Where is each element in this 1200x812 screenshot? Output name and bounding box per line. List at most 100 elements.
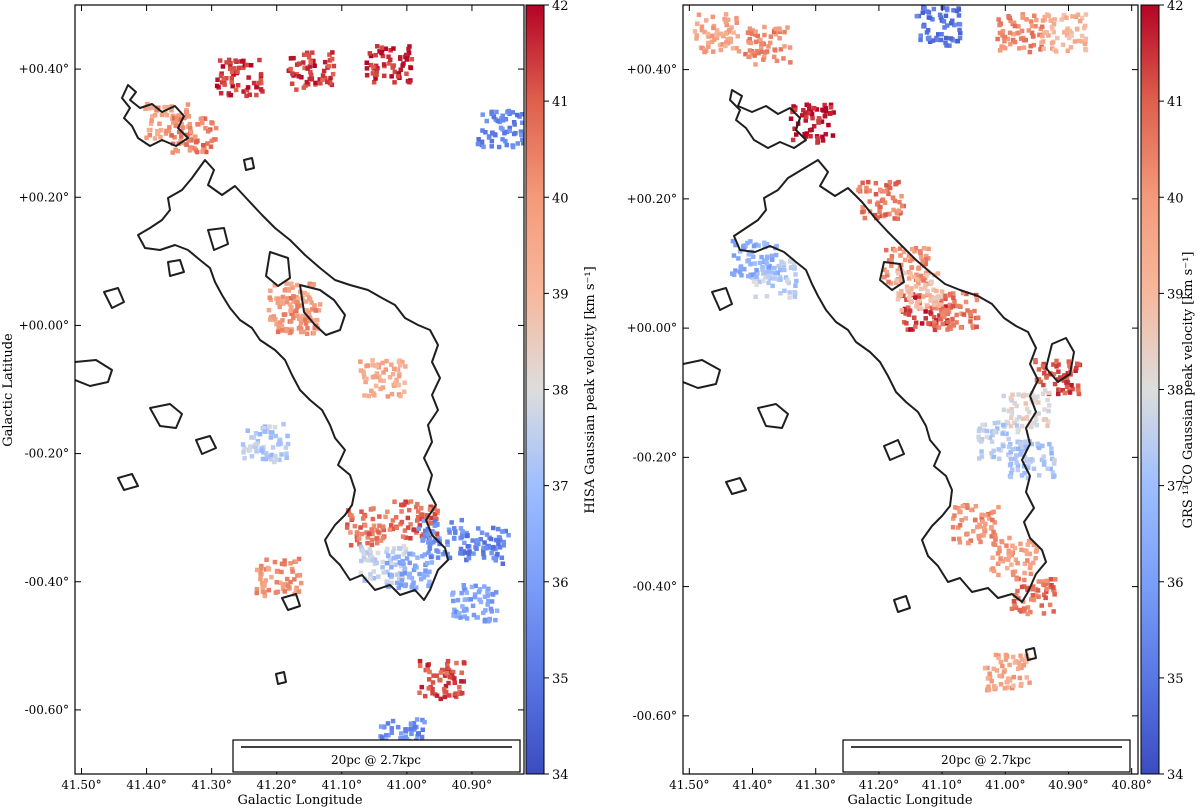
contour-knot-b: [207, 227, 229, 251]
colorbar-tick-label: 34: [552, 768, 569, 783]
contour-west-arm: [75, 359, 113, 387]
colorbar-tick-label: 42: [1167, 0, 1184, 14]
velocity-patch: [982, 652, 1032, 693]
contour-knot-e: [725, 477, 747, 495]
scalebar-box: [842, 739, 1131, 773]
colorbar-gradient: [525, 4, 545, 775]
x-tick-label: 41.20°: [859, 778, 899, 792]
axes: 41.50° 41.40° 41.30° 41.20° 41.10° 41.00° 40.9…: [19, 5, 524, 792]
contour-main: [733, 159, 1047, 603]
velocity-patch: [995, 12, 1045, 55]
contour-knot-i: [281, 593, 301, 611]
y-tick-label: -00.20°: [633, 450, 677, 464]
scalebar-box: [232, 739, 521, 773]
plot-frame: [682, 4, 1139, 775]
velocity-patch: [856, 179, 906, 221]
y-tick-label: +00.20°: [627, 192, 677, 206]
velocity-patch: [240, 421, 291, 465]
contour-west-arm: [683, 359, 721, 389]
colorbar-tick-label: 37: [552, 480, 569, 495]
velocity-patch: [692, 12, 742, 55]
x-tick-label: 41.50°: [669, 778, 709, 792]
contour-knot-h: [275, 671, 287, 685]
scalebar-label: 20pc @ 2.7kpc: [331, 753, 421, 767]
velocity-patch: [450, 583, 500, 624]
velocity-patch: [286, 50, 337, 92]
velocity-patch: [730, 238, 780, 280]
x-tick-label: 41.30°: [191, 778, 231, 792]
velocity-patch: [749, 257, 799, 300]
contour-east-lobe: [299, 284, 346, 336]
patch-layer: [75, 44, 524, 758]
colorbar-tick-label: 36: [1167, 576, 1184, 591]
velocity-patch: [788, 102, 836, 145]
contour-knot-g: [117, 473, 139, 491]
x-axis-label: Galactic Longitude: [237, 793, 362, 808]
velocity-patch: [214, 57, 265, 99]
colorbar-tick-label: 38: [1167, 384, 1184, 399]
y-tick-label: +00.40°: [627, 63, 677, 77]
y-tick-label: +00.40°: [19, 62, 69, 76]
y-tick-label: -00.40°: [633, 580, 677, 594]
x-tick-label: 41.50°: [61, 778, 101, 792]
contour-nw-clump: [121, 84, 189, 147]
velocity-patch: [364, 44, 415, 85]
colorbar-tick-label: 41: [552, 95, 569, 110]
velocity-patch: [416, 517, 467, 561]
contour-lines: [683, 89, 1075, 661]
contour-knot-g: [893, 595, 911, 613]
velocity-patch: [894, 270, 945, 313]
x-tick-label: 41.00°: [387, 778, 427, 792]
contour-knot-c: [757, 403, 789, 429]
x-tick-label: 41.10°: [922, 778, 962, 792]
panel-hisa: 41.50° 41.40° 41.30° 41.20° 41.10° 41.00° 40.9…: [1, 0, 598, 808]
colorbar-tick-label: 36: [552, 576, 569, 591]
x-tick-label: 41.20°: [257, 778, 297, 792]
y-axis-label: Galactic Latitude: [1, 333, 16, 447]
contour-knot-a: [879, 261, 905, 291]
y-tick-label: -00.60°: [25, 703, 69, 717]
colorbar-gradient: [1140, 4, 1160, 775]
velocity-patch: [417, 658, 467, 702]
colorbar-label: GRS ¹³CO Gaussian peak velocity [km s⁻¹]: [1181, 252, 1196, 529]
velocity-patch: [932, 290, 981, 332]
scalebar-label: 20pc @ 2.7kpc: [941, 753, 1031, 767]
velocity-patch: [390, 499, 440, 541]
contour-knot-d: [883, 439, 905, 461]
plot-frame: [74, 4, 525, 775]
colorbar-tick-label: 34: [1167, 768, 1184, 783]
scalebar: 20pc @ 2.7kpc: [842, 739, 1131, 773]
contour-knot-c: [167, 259, 185, 277]
y-tick-label: -00.40°: [25, 575, 69, 589]
velocity-patch: [914, 5, 963, 48]
x-tick-label: 41.30°: [796, 778, 836, 792]
x-tick-label: 41.10°: [322, 778, 362, 792]
contour-knot-f: [1025, 647, 1037, 661]
y-tick-label: -00.60°: [633, 709, 677, 723]
velocity-patch: [358, 358, 408, 399]
colorbar-tick-label: 40: [1167, 191, 1184, 206]
colorbar-tick-label: 40: [552, 191, 569, 206]
contour-knot-b: [711, 287, 733, 311]
velocity-patch: [462, 525, 511, 566]
contour-lines: [75, 84, 449, 685]
colorbar-ticks: 34 35 36 37 38 39 40 41 42: [1159, 0, 1184, 783]
colorbar-tick-label: 37: [1167, 480, 1184, 495]
colorbar-tick-label: 35: [552, 672, 569, 687]
velocity-patches: [692, 5, 1089, 693]
colorbar-label: HISA Gaussian peak velocity [km s⁻¹]: [583, 266, 598, 513]
contour-knot-e: [149, 403, 183, 429]
y-tick-label: -00.20°: [25, 447, 69, 461]
contour-main: [137, 159, 449, 601]
x-tick-label: 41.40°: [126, 778, 166, 792]
colorbar: 34 35 36 37 38 39 40 41 42 GRS ¹³CO Gaussian pea…: [1140, 0, 1196, 783]
scalebar: 20pc @ 2.7kpc: [232, 739, 521, 773]
velocity-patch: [384, 550, 435, 593]
velocity-patch: [950, 503, 1001, 546]
colorbar-ticks: 34 35 36 37 38 39 40 41 42: [544, 0, 569, 783]
colorbar: 34 35 36 37 38 39 40 41 42 HISA Gaussian peak ve…: [525, 0, 598, 783]
contour-knot-a: [265, 251, 291, 287]
velocity-patch: [743, 24, 793, 67]
x-tick-label: 41.00°: [985, 778, 1025, 792]
